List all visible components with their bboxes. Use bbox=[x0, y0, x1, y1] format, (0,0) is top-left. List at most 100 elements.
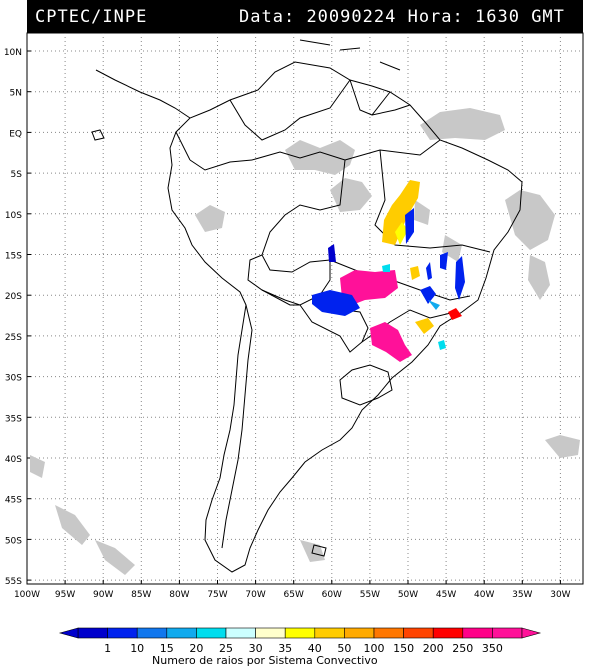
colorbar-segment bbox=[492, 627, 523, 639]
colorbar-segment bbox=[344, 627, 375, 639]
lon-label: 55W bbox=[360, 590, 380, 600]
lon-label: 65W bbox=[284, 590, 304, 600]
colorbar-label: 350 bbox=[482, 642, 503, 655]
central-america bbox=[95, 69, 191, 119]
cluster-blue-west bbox=[328, 244, 336, 262]
lat-label: 40S bbox=[5, 455, 22, 465]
cloud-mg bbox=[442, 235, 462, 262]
border-brazil-states-1 bbox=[344, 139, 441, 161]
border-brazil-west bbox=[251, 151, 346, 273]
lon-label: 85W bbox=[131, 590, 151, 600]
colorbar-segment bbox=[284, 627, 316, 639]
lon-label: 30W bbox=[550, 590, 570, 600]
lon-label: 80W bbox=[169, 590, 189, 600]
colorbar-segment bbox=[403, 627, 434, 639]
cluster-yellow-para-2 bbox=[395, 222, 408, 245]
colorbar-segment bbox=[373, 627, 404, 639]
cluster-cyan-3 bbox=[428, 300, 440, 310]
cloud-cover bbox=[30, 108, 580, 575]
border-colombia-venezuela bbox=[229, 79, 351, 141]
cloud-atlantic-2 bbox=[505, 190, 555, 250]
colorbar-segment bbox=[225, 627, 256, 639]
colorbar-segment bbox=[432, 627, 464, 639]
cluster-magenta-ms bbox=[340, 270, 398, 305]
lon-label: 90W bbox=[93, 590, 113, 600]
cloud-south-atlantic bbox=[545, 435, 580, 458]
lat-label: 15S bbox=[5, 252, 22, 262]
lon-label: 35W bbox=[512, 590, 532, 600]
date-time-label: Data: 20090224 Hora: 1630 GMT bbox=[239, 7, 565, 27]
colorbar-segment bbox=[314, 627, 345, 639]
colorbar-label: 30 bbox=[249, 642, 263, 655]
colorbar-segment bbox=[196, 627, 227, 639]
colorbar-label: 150 bbox=[393, 642, 414, 655]
border-bolivia bbox=[247, 254, 331, 306]
map-header: CPTEC/INPE Data: 20090224 Hora: 1630 GMT bbox=[27, 0, 583, 33]
colorbar-segment bbox=[107, 627, 138, 639]
cloud-peru bbox=[195, 205, 225, 232]
colorbar-label: 35 bbox=[278, 642, 292, 655]
lat-label: EQ bbox=[9, 129, 22, 139]
cluster-blue-para bbox=[405, 208, 414, 244]
lat-label: 10S bbox=[5, 211, 22, 221]
border-uruguay bbox=[339, 364, 393, 406]
lon-label: 60W bbox=[322, 590, 342, 600]
colorbar-segment bbox=[166, 627, 197, 639]
cluster-red-rj bbox=[448, 308, 462, 320]
colorbar-segment bbox=[462, 627, 493, 639]
latitude-labels: 10N 5N EQ 5S 10S 15S 20S 25S 30S 35S 40S 45S 50S 55S bbox=[4, 48, 22, 587]
colorbar-label: 25 bbox=[219, 642, 233, 655]
border-colombia-peru bbox=[189, 159, 253, 171]
colorbar-label: 10 bbox=[130, 642, 144, 655]
cluster-cyan-2 bbox=[438, 340, 446, 350]
colorbar-segment bbox=[255, 627, 286, 639]
border-ecuador bbox=[175, 131, 191, 161]
colorbar-left-arrow bbox=[58, 627, 79, 639]
colorbar-right-arrow bbox=[521, 627, 542, 639]
date-value: 20090224 bbox=[306, 7, 397, 27]
hour-label: Hora: bbox=[407, 7, 464, 27]
lightning-clusters bbox=[312, 180, 465, 362]
caribbean-islands bbox=[299, 39, 401, 71]
colorbar-label: 20 bbox=[189, 642, 203, 655]
cloud-amazon-1 bbox=[285, 140, 355, 175]
lon-label: 50W bbox=[398, 590, 418, 600]
lat-label: 35S bbox=[5, 414, 22, 424]
colorbar-label: 100 bbox=[364, 642, 385, 655]
cluster-magenta-parana bbox=[370, 322, 412, 362]
lat-label: 20S bbox=[5, 292, 22, 302]
colorbar-segment bbox=[77, 627, 108, 639]
cloud-pacific-south-3 bbox=[95, 540, 135, 575]
lat-label: 10N bbox=[4, 48, 22, 58]
lat-label: 25S bbox=[5, 333, 22, 343]
hour-value: 1630 GMT bbox=[475, 7, 565, 27]
lat-label: 45S bbox=[5, 496, 22, 506]
graticule bbox=[26, 33, 583, 584]
lon-label: 45W bbox=[436, 590, 456, 600]
cluster-yellow-mg bbox=[410, 266, 420, 280]
south-america-outline bbox=[167, 61, 523, 573]
lon-label: 75W bbox=[207, 590, 227, 600]
cloud-atlantic-eq bbox=[420, 108, 505, 140]
coastlines-and-borders bbox=[91, 39, 523, 573]
source-label: CPTEC/INPE bbox=[35, 7, 148, 27]
legend-labels: 1 10 15 20 25 30 35 40 50 100 150 200 250 350 bbox=[104, 642, 503, 655]
colorbar-label: 1 bbox=[104, 642, 111, 655]
border-guyanas bbox=[349, 79, 411, 116]
cluster-blue-mg bbox=[420, 252, 465, 304]
cluster-blue-paraguay bbox=[312, 290, 360, 316]
colorbar-label: 250 bbox=[452, 642, 473, 655]
lat-label: 30S bbox=[5, 374, 22, 384]
colorbar-label: 200 bbox=[423, 642, 444, 655]
lat-label: 5S bbox=[11, 170, 23, 180]
cluster-yellow-sp bbox=[415, 318, 434, 334]
lon-label: 40W bbox=[474, 590, 494, 600]
border-argentina-north bbox=[261, 289, 300, 306]
lon-label: 95W bbox=[55, 590, 75, 600]
cloud-goias bbox=[414, 200, 430, 225]
lon-label: 70W bbox=[245, 590, 265, 600]
lat-label: 5N bbox=[10, 89, 22, 99]
legend-colorbar bbox=[58, 627, 542, 639]
galapagos bbox=[91, 129, 105, 141]
